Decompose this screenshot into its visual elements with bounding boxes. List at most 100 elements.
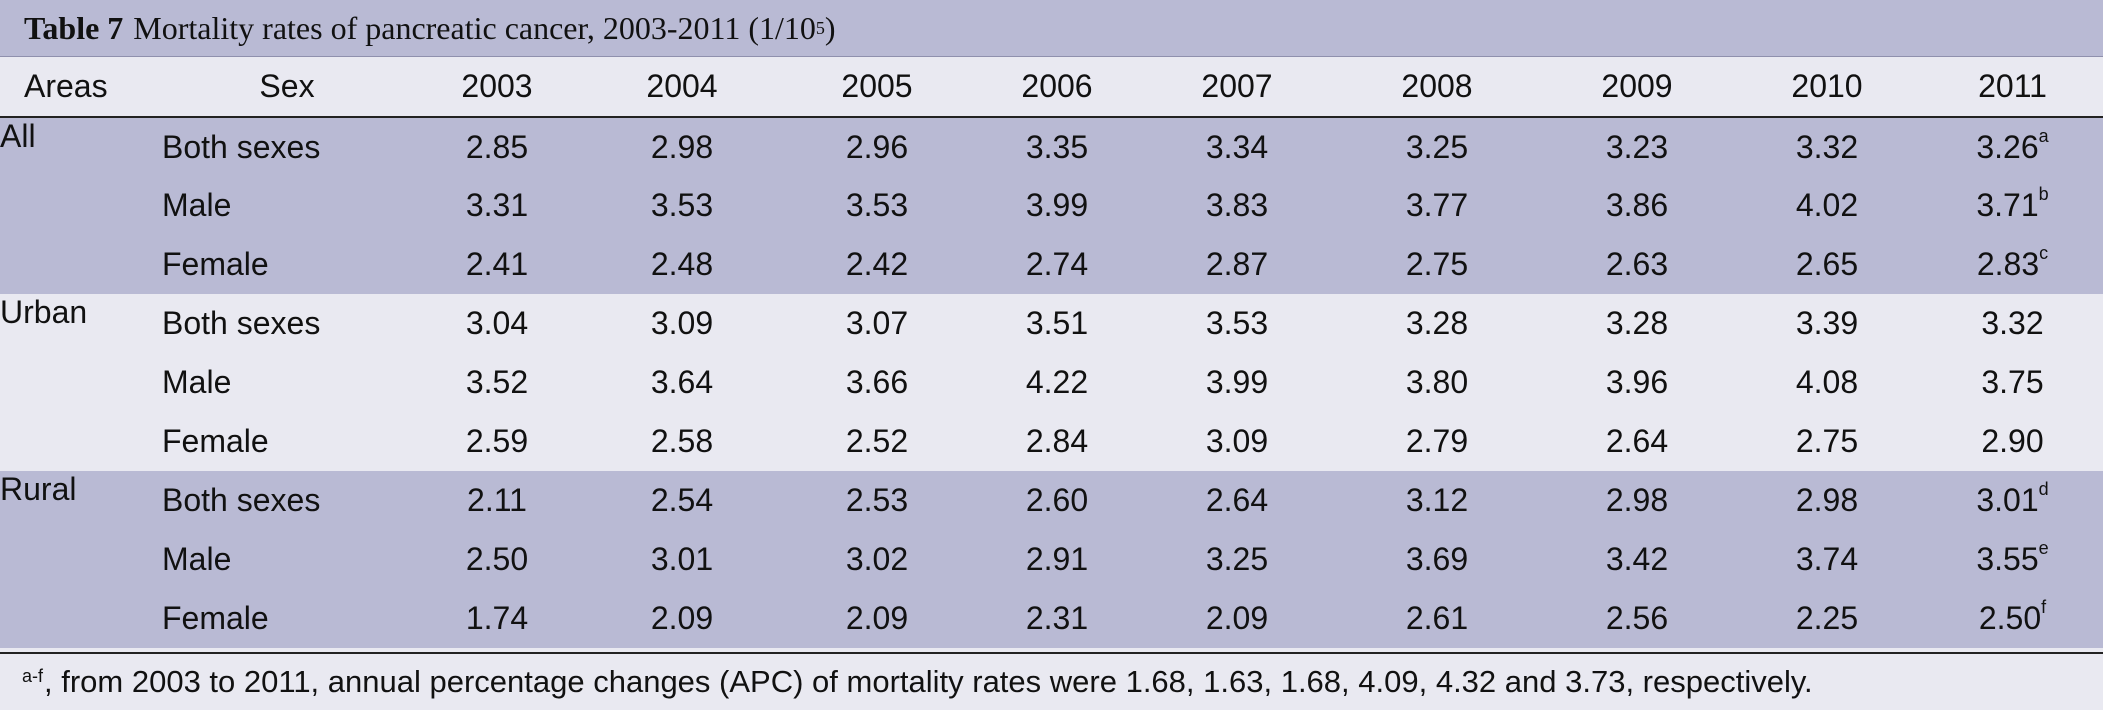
- value-text: 3.01: [1976, 482, 2039, 518]
- value-text: 2.09: [1205, 600, 1269, 636]
- value-text: 2.64: [1205, 482, 1269, 518]
- value-cell: 2.75: [1732, 412, 1922, 471]
- value-text: 3.64: [650, 364, 714, 400]
- value-text: 2.09: [845, 600, 909, 636]
- value-cell: 2.31: [972, 589, 1142, 648]
- value-text: 3.75: [1981, 364, 2044, 400]
- value-cell: 2.98: [1732, 471, 1922, 530]
- value-cell: 2.63: [1542, 235, 1732, 294]
- value-cell: 2.98: [1542, 471, 1732, 530]
- value-cell: 2.98: [582, 117, 782, 176]
- header-year: 2006: [972, 57, 1142, 118]
- value-text: 3.28: [1405, 305, 1469, 341]
- value-cell: 3.07: [782, 294, 972, 353]
- value-text: 2.91: [1025, 541, 1089, 577]
- table-row: Urban Both sexes 3.04 3.09 3.07 3.51 3.53 3.28 3…: [0, 294, 2103, 353]
- caption-exponent: 5: [815, 17, 825, 38]
- value-text: 3.26: [1976, 128, 2039, 165]
- sex-cell: Female: [162, 235, 412, 294]
- value-cell: 3.99: [972, 176, 1142, 235]
- footnote-text: , from 2003 to 2011, annual percentage c…: [44, 664, 1813, 699]
- value-text: 2.53: [845, 482, 909, 518]
- value-cell: 3.53: [1142, 294, 1332, 353]
- value-cell: 2.90: [1922, 412, 2103, 471]
- value-text: 2.64: [1605, 423, 1669, 459]
- value-cell: 3.25: [1332, 117, 1542, 176]
- header-year: 2007: [1142, 57, 1332, 118]
- table-row: All Both sexes 2.85 2.98 2.96 3.35 3.34 3.25 3.2…: [0, 117, 2103, 176]
- value-text: 3.04: [465, 305, 529, 341]
- table-row: Female 2.59 2.58 2.52 2.84 3.09 2.79 2.64 2.75 2.…: [0, 412, 2103, 471]
- value-cell: 2.84: [972, 412, 1142, 471]
- value-text: 3.09: [1205, 423, 1269, 459]
- value-cell: 3.66: [782, 353, 972, 412]
- sex-cell: Male: [162, 353, 412, 412]
- value-cell: 3.34: [1142, 117, 1332, 176]
- value-cell: 2.53: [782, 471, 972, 530]
- value-cell: 2.60: [972, 471, 1142, 530]
- value-text: 4.08: [1795, 364, 1859, 400]
- value-cell: 2.09: [782, 589, 972, 648]
- value-cell: 3.83: [1142, 176, 1332, 235]
- value-cell: 3.64: [582, 353, 782, 412]
- value-text: 3.74: [1795, 541, 1859, 577]
- value-cell: 2.96: [782, 117, 972, 176]
- value-cell: 3.28: [1332, 294, 1542, 353]
- value-cell: 3.01d: [1922, 471, 2103, 530]
- area-cell: All: [0, 117, 162, 176]
- value-text: 3.23: [1605, 128, 1669, 165]
- footnote-ref: f: [2041, 597, 2047, 618]
- value-cell: 3.55e: [1922, 530, 2103, 589]
- value-text: 2.65: [1795, 246, 1859, 282]
- value-cell: 2.42: [782, 235, 972, 294]
- value-cell: 2.48: [582, 235, 782, 294]
- value-cell: 2.11: [412, 471, 582, 530]
- value-text: 2.87: [1205, 246, 1269, 282]
- value-text: 2.98: [1605, 482, 1669, 518]
- footnote-ref: d: [2038, 479, 2049, 500]
- sex-cell: Both sexes: [162, 471, 412, 530]
- value-text: 3.53: [1205, 305, 1269, 341]
- value-text: 3.53: [845, 187, 909, 223]
- value-cell: 3.53: [582, 176, 782, 235]
- value-cell: 2.50: [412, 530, 582, 589]
- value-text: 3.86: [1605, 187, 1669, 223]
- footnote-ref: e: [2038, 538, 2049, 559]
- header-sex: Sex: [162, 57, 412, 118]
- footnote-ref: c: [2039, 243, 2049, 264]
- value-cell: 3.99: [1142, 353, 1332, 412]
- table-number: Table 7: [24, 9, 124, 46]
- value-text: 3.52: [465, 364, 529, 400]
- value-text: 3.07: [845, 305, 909, 341]
- header-row: Areas Sex 2003 2004 2005 2006 2007 2008 …: [0, 57, 2103, 118]
- header-year: 2008: [1332, 57, 1542, 118]
- value-cell: 3.09: [582, 294, 782, 353]
- value-text: 3.69: [1405, 541, 1469, 577]
- sex-cell: Female: [162, 589, 412, 648]
- sex-cell: Both sexes: [162, 117, 412, 176]
- value-text: 3.77: [1405, 187, 1469, 223]
- value-cell: 2.59: [412, 412, 582, 471]
- value-cell: 2.56: [1542, 589, 1732, 648]
- value-text: 2.90: [1981, 423, 2044, 459]
- value-text: 3.25: [1205, 541, 1269, 577]
- value-text: 2.42: [845, 246, 909, 282]
- value-cell: 3.42: [1542, 530, 1732, 589]
- value-cell: 3.69: [1332, 530, 1542, 589]
- header-year: 2004: [582, 57, 782, 118]
- value-cell: 2.65: [1732, 235, 1922, 294]
- value-cell: 2.54: [582, 471, 782, 530]
- value-cell: 3.32: [1732, 117, 1922, 176]
- area-cell: [0, 530, 162, 589]
- value-cell: 3.53: [782, 176, 972, 235]
- group-all: All Both sexes 2.85 2.98 2.96 3.35 3.34 3.25 3.2…: [0, 117, 2103, 294]
- value-cell: 3.77: [1332, 176, 1542, 235]
- value-cell: 2.41: [412, 235, 582, 294]
- caption-close: ): [824, 9, 836, 46]
- value-text: 3.80: [1405, 364, 1469, 400]
- header-year: 2009: [1542, 57, 1732, 118]
- value-cell: 3.39: [1732, 294, 1922, 353]
- value-text: 2.11: [467, 482, 527, 518]
- value-text: 3.02: [845, 541, 909, 577]
- value-cell: 3.31: [412, 176, 582, 235]
